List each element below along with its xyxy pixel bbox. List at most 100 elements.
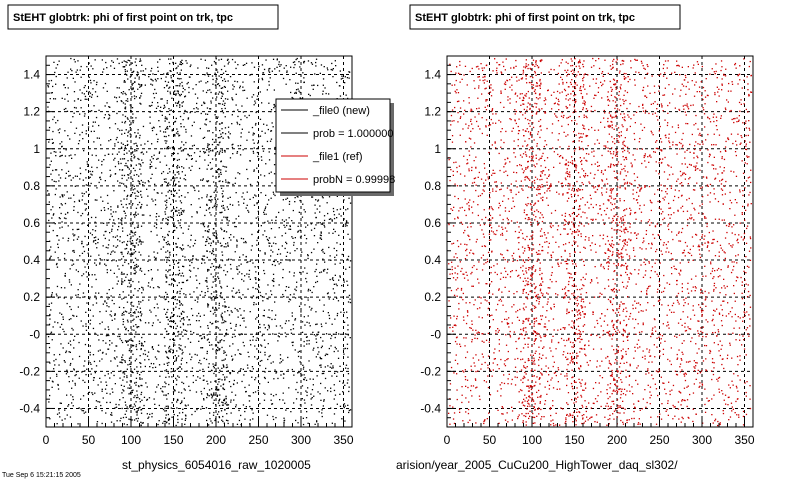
- data-point: [217, 240, 219, 242]
- data-point: [62, 237, 64, 239]
- data-point: [231, 123, 233, 125]
- data-point: [204, 74, 206, 76]
- data-point: [68, 318, 70, 321]
- data-point: [657, 371, 659, 373]
- data-point: [173, 332, 175, 334]
- data-point: [113, 190, 115, 192]
- data-point: [102, 200, 104, 202]
- data-point: [210, 108, 212, 110]
- data-point: [606, 331, 608, 334]
- data-point: [179, 348, 182, 350]
- data-point: [200, 408, 202, 410]
- data-point: [714, 92, 716, 94]
- data-point: [144, 349, 146, 352]
- data-point: [487, 219, 489, 221]
- data-point: [82, 273, 85, 275]
- data-point: [93, 237, 95, 239]
- data-point: [178, 347, 180, 349]
- data-point: [677, 126, 680, 129]
- data-point: [104, 301, 106, 303]
- data-point: [227, 58, 229, 60]
- data-point: [186, 316, 188, 318]
- data-point: [91, 286, 93, 288]
- data-point: [82, 246, 85, 248]
- data-point: [151, 101, 153, 104]
- data-point: [288, 387, 290, 389]
- data-point: [55, 155, 57, 157]
- data-point: [151, 84, 154, 86]
- data-point: [319, 211, 321, 213]
- data-point: [619, 314, 621, 316]
- data-point: [285, 65, 287, 67]
- data-point: [471, 123, 473, 125]
- data-point: [274, 318, 276, 320]
- data-point: [214, 321, 217, 323]
- data-point: [619, 98, 621, 100]
- data-point: [461, 206, 463, 209]
- data-point: [176, 357, 178, 359]
- data-point: [187, 192, 189, 194]
- data-point: [129, 387, 131, 389]
- data-point: [92, 229, 94, 231]
- data-point: [162, 218, 164, 220]
- data-point: [163, 259, 165, 261]
- data-point: [308, 339, 310, 342]
- data-point: [294, 237, 296, 239]
- data-point: [530, 224, 532, 226]
- data-point: [74, 81, 76, 83]
- data-point: [584, 382, 587, 384]
- data-point: [81, 131, 83, 134]
- legend-label-file0: _file0 (new): [312, 105, 370, 117]
- data-point: [584, 174, 587, 177]
- data-point: [101, 390, 103, 392]
- data-point: [136, 410, 138, 412]
- data-point: [175, 62, 177, 64]
- data-point: [175, 93, 177, 95]
- data-point: [218, 173, 220, 175]
- data-point: [187, 338, 189, 340]
- data-point: [129, 195, 132, 197]
- data-point: [229, 345, 231, 347]
- data-point: [124, 122, 126, 124]
- data-point: [58, 217, 60, 219]
- data-point: [106, 401, 108, 404]
- data-point: [184, 414, 187, 416]
- data-point: [253, 142, 255, 144]
- data-point: [266, 124, 268, 126]
- data-point: [270, 171, 272, 173]
- data-point: [264, 252, 266, 254]
- data-point: [135, 135, 137, 137]
- data-point: [487, 386, 490, 389]
- data-point: [140, 95, 142, 97]
- data-point: [141, 422, 143, 424]
- data-point: [177, 335, 179, 337]
- data-point: [144, 182, 146, 184]
- data-point: [334, 263, 336, 265]
- data-point: [121, 182, 123, 184]
- data-point: [181, 381, 183, 383]
- data-point: [52, 206, 54, 208]
- data-point: [51, 92, 53, 94]
- data-point: [501, 406, 503, 408]
- data-point: [255, 282, 257, 284]
- data-point: [747, 203, 749, 205]
- data-point: [296, 281, 298, 283]
- data-point: [313, 248, 315, 250]
- data-point: [342, 77, 344, 79]
- data-point: [129, 286, 131, 288]
- data-point: [189, 353, 191, 355]
- data-point: [131, 84, 133, 86]
- data-point: [53, 354, 55, 356]
- data-point: [150, 177, 152, 179]
- data-point: [153, 127, 155, 129]
- data-point: [220, 171, 222, 174]
- data-point: [70, 394, 72, 396]
- data-point: [669, 146, 671, 148]
- data-point: [137, 132, 139, 134]
- data-point: [207, 290, 209, 293]
- data-point: [218, 416, 220, 418]
- data-point: [131, 339, 133, 342]
- data-point: [112, 250, 114, 252]
- data-point: [261, 79, 264, 81]
- data-point: [539, 87, 541, 89]
